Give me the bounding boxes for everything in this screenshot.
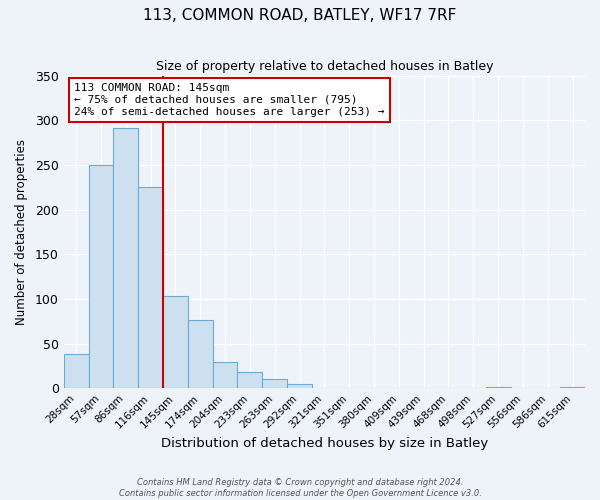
Title: Size of property relative to detached houses in Batley: Size of property relative to detached ho…	[155, 60, 493, 73]
Text: Contains HM Land Registry data © Crown copyright and database right 2024.
Contai: Contains HM Land Registry data © Crown c…	[119, 478, 481, 498]
Text: 113 COMMON ROAD: 145sqm
← 75% of detached houses are smaller (795)
24% of semi-d: 113 COMMON ROAD: 145sqm ← 75% of detache…	[74, 84, 385, 116]
Bar	[113, 128, 138, 388]
Bar	[238, 372, 262, 388]
Bar	[560, 386, 585, 388]
Text: 113, COMMON ROAD, BATLEY, WF17 7RF: 113, COMMON ROAD, BATLEY, WF17 7RF	[143, 8, 457, 22]
Y-axis label: Number of detached properties: Number of detached properties	[15, 139, 28, 325]
Bar	[188, 320, 212, 388]
Bar	[212, 362, 238, 388]
Bar	[138, 188, 163, 388]
Bar	[89, 165, 113, 388]
X-axis label: Distribution of detached houses by size in Batley: Distribution of detached houses by size …	[161, 437, 488, 450]
Bar	[163, 296, 188, 388]
Bar	[64, 354, 89, 388]
Bar	[287, 384, 312, 388]
Bar	[262, 380, 287, 388]
